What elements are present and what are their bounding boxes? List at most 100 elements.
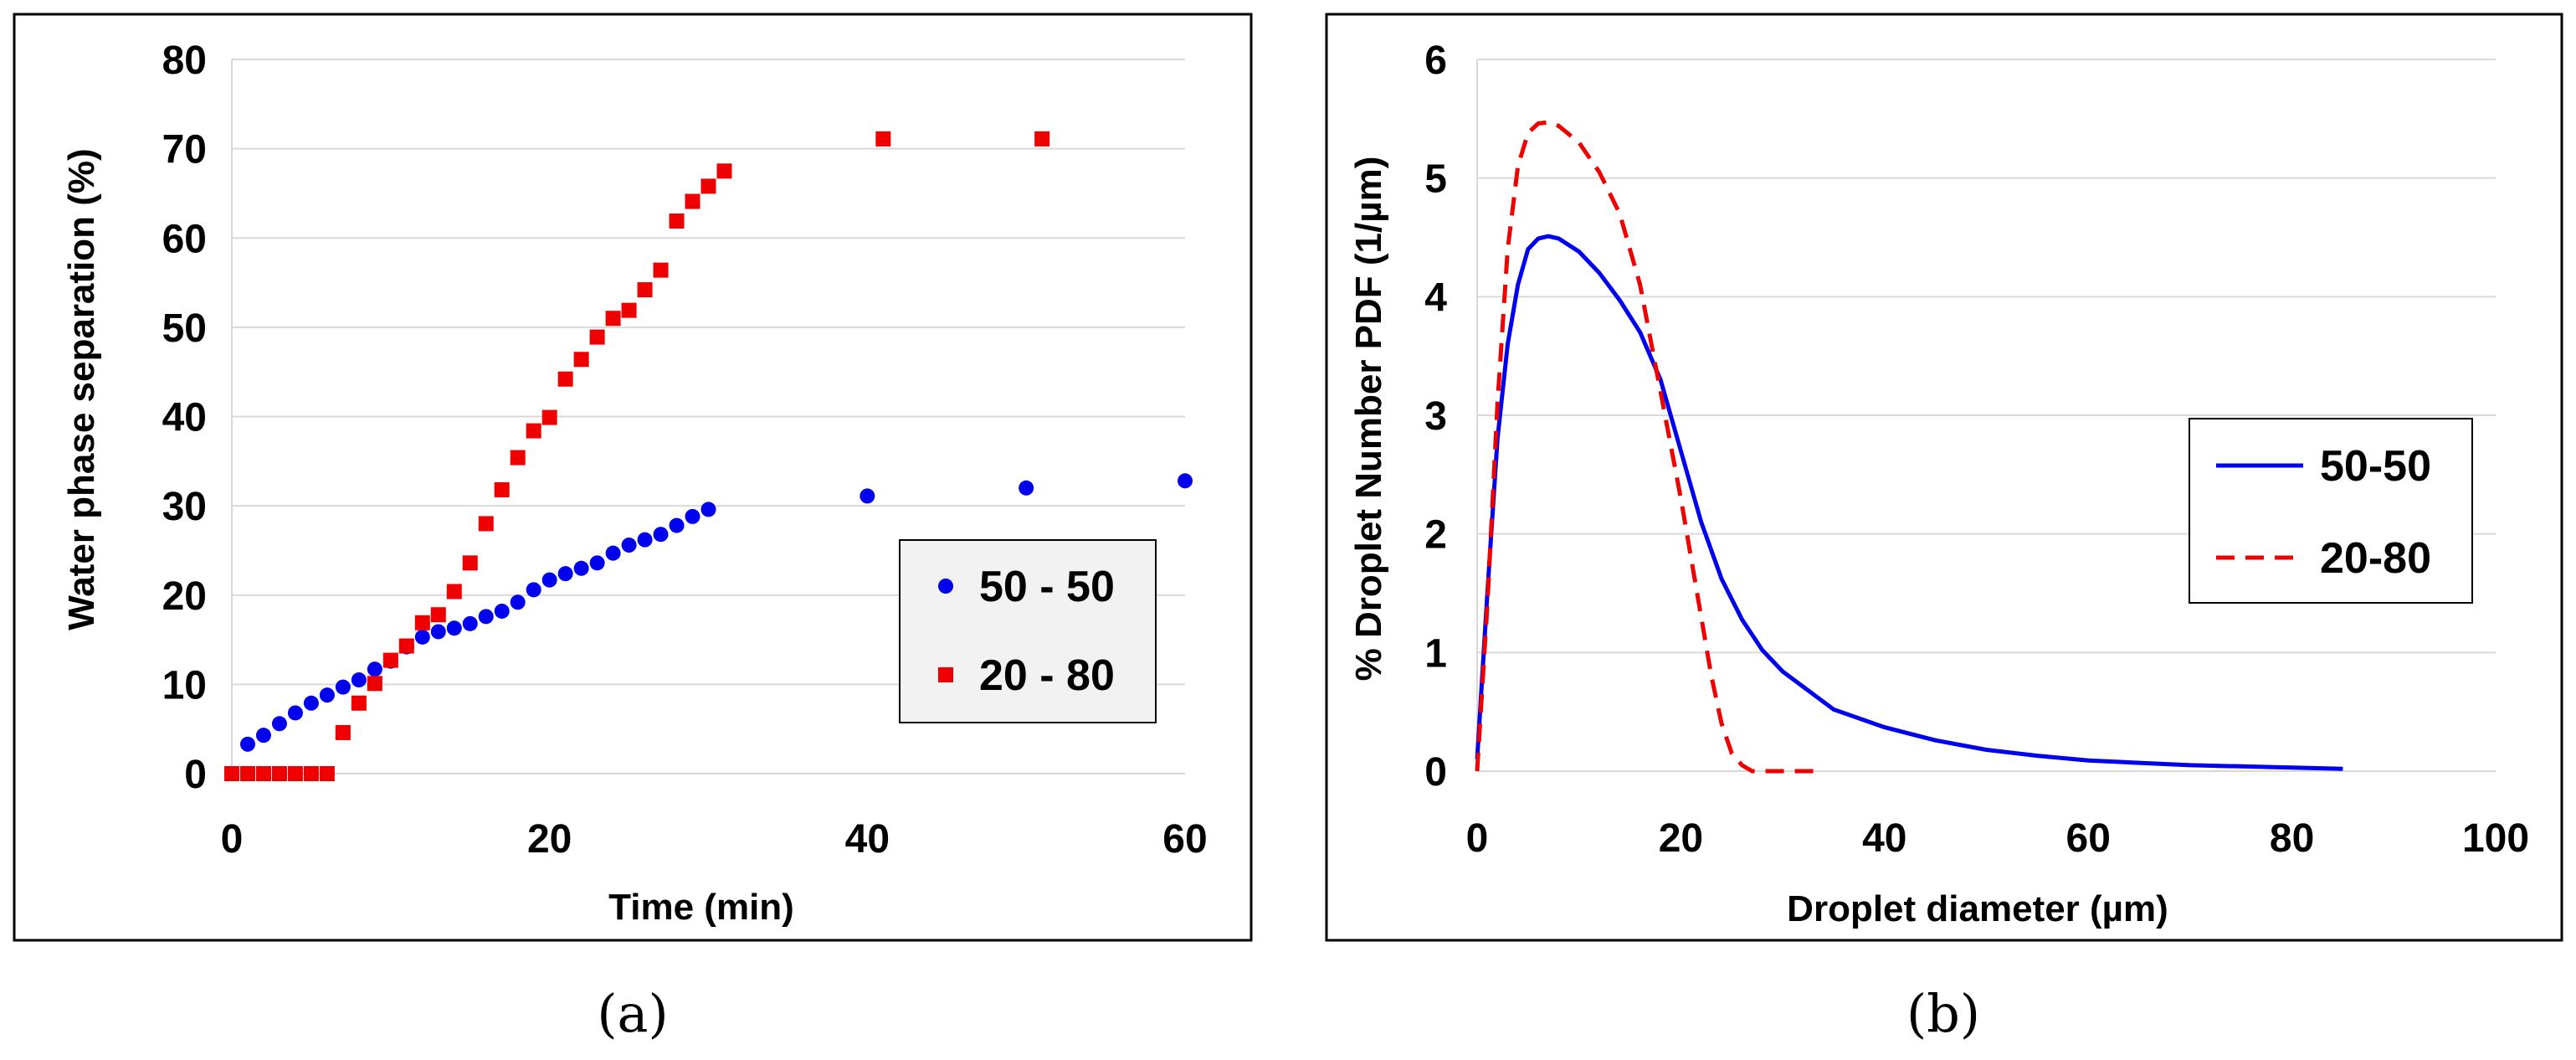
data-point-20-80 xyxy=(255,766,271,781)
panel-b-x-tick-label: 0 xyxy=(1466,816,1489,861)
panel-a-y-tick-label: 60 xyxy=(162,217,207,261)
data-point-50-50 xyxy=(1178,473,1193,489)
series-line-20-80 xyxy=(1475,120,1824,774)
data-point-20-80 xyxy=(653,262,669,278)
panel-b-legend-label-20-80: 20-80 xyxy=(2320,534,2431,583)
data-point-50-50 xyxy=(589,555,605,571)
data-point-20-80 xyxy=(239,766,255,781)
data-point-20-80 xyxy=(526,423,541,439)
panel-a-y-tick-label: 40 xyxy=(162,396,207,440)
data-point-50-50 xyxy=(494,603,510,619)
panel-b-x-tick-label: 60 xyxy=(2066,816,2111,861)
data-point-50-50 xyxy=(526,582,541,598)
data-point-20-80 xyxy=(224,766,239,781)
data-point-50-50 xyxy=(335,679,351,695)
panel-b: 0 1 2 3 4 5 6 0 20 40 60 80 100 Droplet diameter (µ… xyxy=(1325,13,2563,942)
panel-a-series xyxy=(224,131,1193,781)
panel-a-x-axis-label: Time (min) xyxy=(608,887,794,928)
panel-a-gridlines xyxy=(231,59,1185,774)
data-point-50-50 xyxy=(351,672,367,688)
panel-b-y-axis-label: % Droplet Number PDF (1/µm) xyxy=(1348,157,1389,682)
panel-a-legend-marker-20-80 xyxy=(938,667,953,682)
panel-a-legend-label-20-80: 20 - 80 xyxy=(979,651,1115,700)
data-point-20-80 xyxy=(382,652,398,668)
data-point-20-80 xyxy=(287,766,303,781)
panel-b-y-tick-label: 1 xyxy=(1424,631,1447,676)
panel-a: 0 10 20 30 40 50 60 70 80 0 20 40 60 Time (min) Wat… xyxy=(13,13,1253,942)
data-point-20-80 xyxy=(875,131,891,147)
data-point-50-50 xyxy=(414,629,430,645)
data-point-20-80 xyxy=(510,450,526,466)
data-point-20-80 xyxy=(430,607,446,623)
data-point-20-80 xyxy=(367,676,382,692)
panel-a-y-tick-label: 0 xyxy=(184,753,207,797)
data-point-50-50 xyxy=(557,566,573,582)
panel-a-x-tick-label: 40 xyxy=(845,817,890,862)
panel-b-legend: 50-50 20-80 xyxy=(2189,418,2473,604)
data-point-20-80 xyxy=(335,724,351,740)
data-point-20-80 xyxy=(557,371,573,387)
panel-a-x-tick-label: 20 xyxy=(527,817,572,862)
panel-b-y-tick-label: 6 xyxy=(1424,39,1447,83)
panel-b-legend-box xyxy=(2189,418,2473,604)
data-point-20-80 xyxy=(462,555,478,571)
data-point-20-80 xyxy=(398,638,414,654)
data-point-20-80 xyxy=(669,213,685,229)
panel-b-y-tick-label: 3 xyxy=(1424,394,1447,439)
panel-b-x-tick-label: 40 xyxy=(1862,816,1906,861)
panel-a-y-tick-label: 80 xyxy=(162,39,207,83)
data-point-20-80 xyxy=(605,311,621,327)
data-point-20-80 xyxy=(621,302,637,318)
panel-a-y-tick-label: 30 xyxy=(162,485,207,529)
data-point-50-50 xyxy=(319,687,335,703)
data-point-50-50 xyxy=(510,594,526,610)
panel-a-y-tick-label: 20 xyxy=(162,574,207,619)
caption-a: (a) xyxy=(597,983,668,1044)
data-point-20-80 xyxy=(446,584,462,599)
data-point-50-50 xyxy=(700,502,716,517)
data-point-50-50 xyxy=(669,517,685,533)
series-line-50-50 xyxy=(1475,234,2343,771)
data-point-20-80 xyxy=(573,352,589,368)
panel-a-legend-label-50-50: 50 - 50 xyxy=(979,563,1115,611)
panel-a-x-tick-label: 0 xyxy=(221,817,244,862)
panel-a-y-tick-label: 50 xyxy=(162,306,207,351)
data-point-50-50 xyxy=(446,620,462,636)
panel-b-y-tick-label: 4 xyxy=(1424,275,1447,320)
data-point-20-80 xyxy=(716,163,732,179)
panel-b-legend-label-50-50: 50-50 xyxy=(2320,442,2431,491)
data-point-50-50 xyxy=(1019,480,1034,496)
panel-a-series-20-80 xyxy=(224,131,1050,781)
panel-a-legend: 50 - 50 20 - 80 xyxy=(899,539,1157,723)
data-point-50-50 xyxy=(605,545,621,561)
data-point-50-50 xyxy=(271,716,287,732)
panel-a-frame xyxy=(13,13,1253,942)
data-point-20-80 xyxy=(319,766,335,781)
panel-b-y-ticks: 0 1 2 3 4 5 6 xyxy=(1424,39,1447,795)
data-point-20-80 xyxy=(351,695,367,711)
data-point-50-50 xyxy=(367,661,382,677)
panel-a-legend-box xyxy=(899,539,1157,723)
data-point-20-80 xyxy=(303,766,319,781)
data-point-50-50 xyxy=(573,560,589,576)
panel-b-y-tick-label: 2 xyxy=(1424,513,1447,558)
panel-b-x-tick-label: 80 xyxy=(2270,816,2314,861)
panel-b-x-ticks: 0 20 40 60 80 100 xyxy=(1466,816,2529,861)
data-point-50-50 xyxy=(478,609,494,625)
data-point-50-50 xyxy=(255,728,271,744)
panel-a-x-tick-label: 60 xyxy=(1162,817,1207,862)
data-point-20-80 xyxy=(494,481,510,497)
panel-a-y-tick-label: 10 xyxy=(162,663,207,708)
data-point-50-50 xyxy=(621,538,637,553)
panel-a-y-ticks: 0 10 20 30 40 50 60 70 80 xyxy=(162,39,207,797)
data-point-20-80 xyxy=(271,766,287,781)
data-point-20-80 xyxy=(589,329,605,345)
data-point-50-50 xyxy=(239,736,255,752)
panel-a-y-axis-label: Water phase separation (%) xyxy=(61,148,102,630)
panel-b-gridlines xyxy=(1476,59,2496,772)
data-point-50-50 xyxy=(860,488,875,504)
panel-b-x-tick-label: 100 xyxy=(2462,816,2529,861)
panel-a-legend-marker-50-50 xyxy=(938,579,953,594)
data-point-20-80 xyxy=(478,516,494,532)
panel-b-x-tick-label: 20 xyxy=(1659,816,1703,861)
